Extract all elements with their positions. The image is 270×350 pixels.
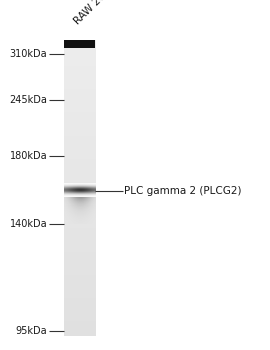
Text: 140kDa: 140kDa xyxy=(9,219,47,229)
Text: 95kDa: 95kDa xyxy=(15,326,47,336)
Text: 310kDa: 310kDa xyxy=(9,49,47,59)
Text: 180kDa: 180kDa xyxy=(9,151,47,161)
Text: RAW 264.7: RAW 264.7 xyxy=(73,0,120,26)
Text: 245kDa: 245kDa xyxy=(9,95,47,105)
Bar xyxy=(64,40,95,48)
Text: PLC gamma 2 (PLCG2): PLC gamma 2 (PLCG2) xyxy=(124,186,242,196)
